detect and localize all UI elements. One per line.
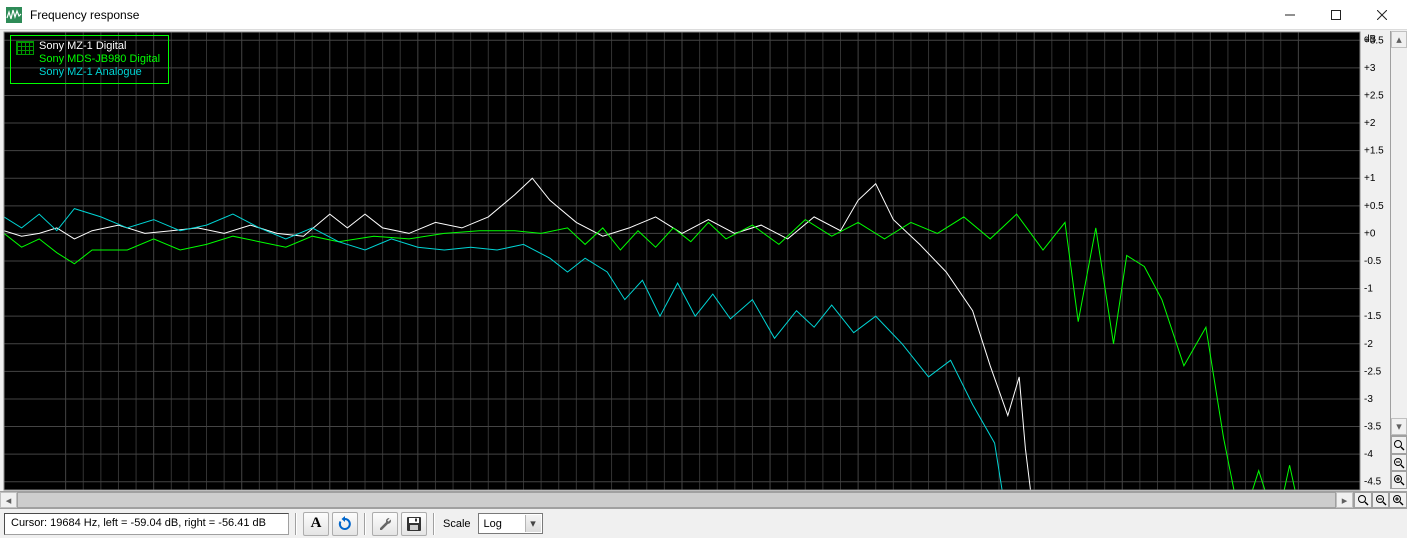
zoom-in-h-button[interactable] xyxy=(1389,492,1407,508)
svg-text:-1.5: -1.5 xyxy=(1364,311,1382,322)
svg-text:-3: -3 xyxy=(1364,394,1373,405)
wrench-icon xyxy=(377,516,393,532)
horizontal-scroll-thumb[interactable] xyxy=(17,492,1336,508)
svg-text:+2.5: +2.5 xyxy=(1364,90,1384,101)
svg-text:+0: +0 xyxy=(1364,228,1376,239)
svg-text:-2.5: -2.5 xyxy=(1364,366,1382,377)
scale-value: Log xyxy=(484,518,502,530)
scroll-down-button[interactable]: ▾ xyxy=(1391,418,1407,435)
titlebar: Frequency response xyxy=(0,0,1407,30)
scale-label: Scale xyxy=(443,518,471,530)
refresh-button[interactable] xyxy=(332,512,358,536)
minimize-button[interactable] xyxy=(1267,0,1313,29)
svg-text:-4: -4 xyxy=(1364,449,1373,460)
scale-select[interactable]: Log ▾ xyxy=(478,513,543,534)
zoom-in-v-button[interactable] xyxy=(1391,471,1407,489)
svg-text:-2: -2 xyxy=(1364,339,1373,350)
svg-text:+0.5: +0.5 xyxy=(1364,201,1384,212)
toolbar-divider xyxy=(364,513,366,535)
cursor-readout: Cursor: 19684 Hz, left = -59.04 dB, righ… xyxy=(4,513,289,535)
y-axis-controls: ▴ ▾ xyxy=(1390,31,1407,489)
scroll-up-button[interactable]: ▴ xyxy=(1391,31,1407,48)
zoom-out-h-button[interactable] xyxy=(1372,492,1390,508)
svg-text:+1.5: +1.5 xyxy=(1364,146,1384,157)
svg-text:-0.5: -0.5 xyxy=(1364,256,1382,267)
svg-text:+2: +2 xyxy=(1364,118,1376,129)
floppy-icon xyxy=(406,516,422,532)
maximize-button[interactable] xyxy=(1313,0,1359,29)
close-button[interactable] xyxy=(1359,0,1405,29)
status-toolbar: Cursor: 19684 Hz, left = -59.04 dB, righ… xyxy=(0,508,1407,538)
horizontal-scroll-track[interactable] xyxy=(17,492,1336,508)
chart-area: 4000500060007000800090001000011000120001… xyxy=(0,30,1407,508)
font-button[interactable]: A xyxy=(303,512,329,536)
svg-text:-3.5: -3.5 xyxy=(1364,422,1382,433)
vertical-scroll-track[interactable] xyxy=(1391,48,1407,418)
chevron-down-icon: ▾ xyxy=(525,515,541,532)
svg-text:dB: dB xyxy=(1364,34,1377,45)
settings-button[interactable] xyxy=(372,512,398,536)
scroll-left-button[interactable]: ◂ xyxy=(0,492,17,508)
font-icon: A xyxy=(311,515,322,532)
vertical-scrollbar[interactable]: ▴ ▾ xyxy=(1391,31,1407,435)
frequency-response-chart[interactable]: 4000500060007000800090001000011000120001… xyxy=(0,30,1407,508)
vertical-zoom-group xyxy=(1391,435,1407,489)
svg-text:-1: -1 xyxy=(1364,284,1373,295)
svg-text:+1: +1 xyxy=(1364,173,1376,184)
toolbar-divider xyxy=(295,513,297,535)
svg-text:-4.5: -4.5 xyxy=(1364,477,1382,488)
svg-text:+3: +3 xyxy=(1364,63,1376,74)
horizontal-zoom-group xyxy=(1353,492,1407,508)
zoom-reset-v-button[interactable] xyxy=(1391,436,1407,454)
zoom-reset-h-button[interactable] xyxy=(1354,492,1372,508)
zoom-out-v-button[interactable] xyxy=(1391,454,1407,472)
window-title: Frequency response xyxy=(30,8,1267,22)
toolbar-divider xyxy=(433,513,435,535)
refresh-icon xyxy=(337,516,353,532)
horizontal-scrollbar[interactable]: ◂ ▸ xyxy=(0,492,1353,508)
app-icon xyxy=(6,7,22,23)
x-axis-controls: ◂ ▸ xyxy=(0,491,1407,508)
save-button[interactable] xyxy=(401,512,427,536)
scroll-right-button[interactable]: ▸ xyxy=(1336,492,1353,508)
